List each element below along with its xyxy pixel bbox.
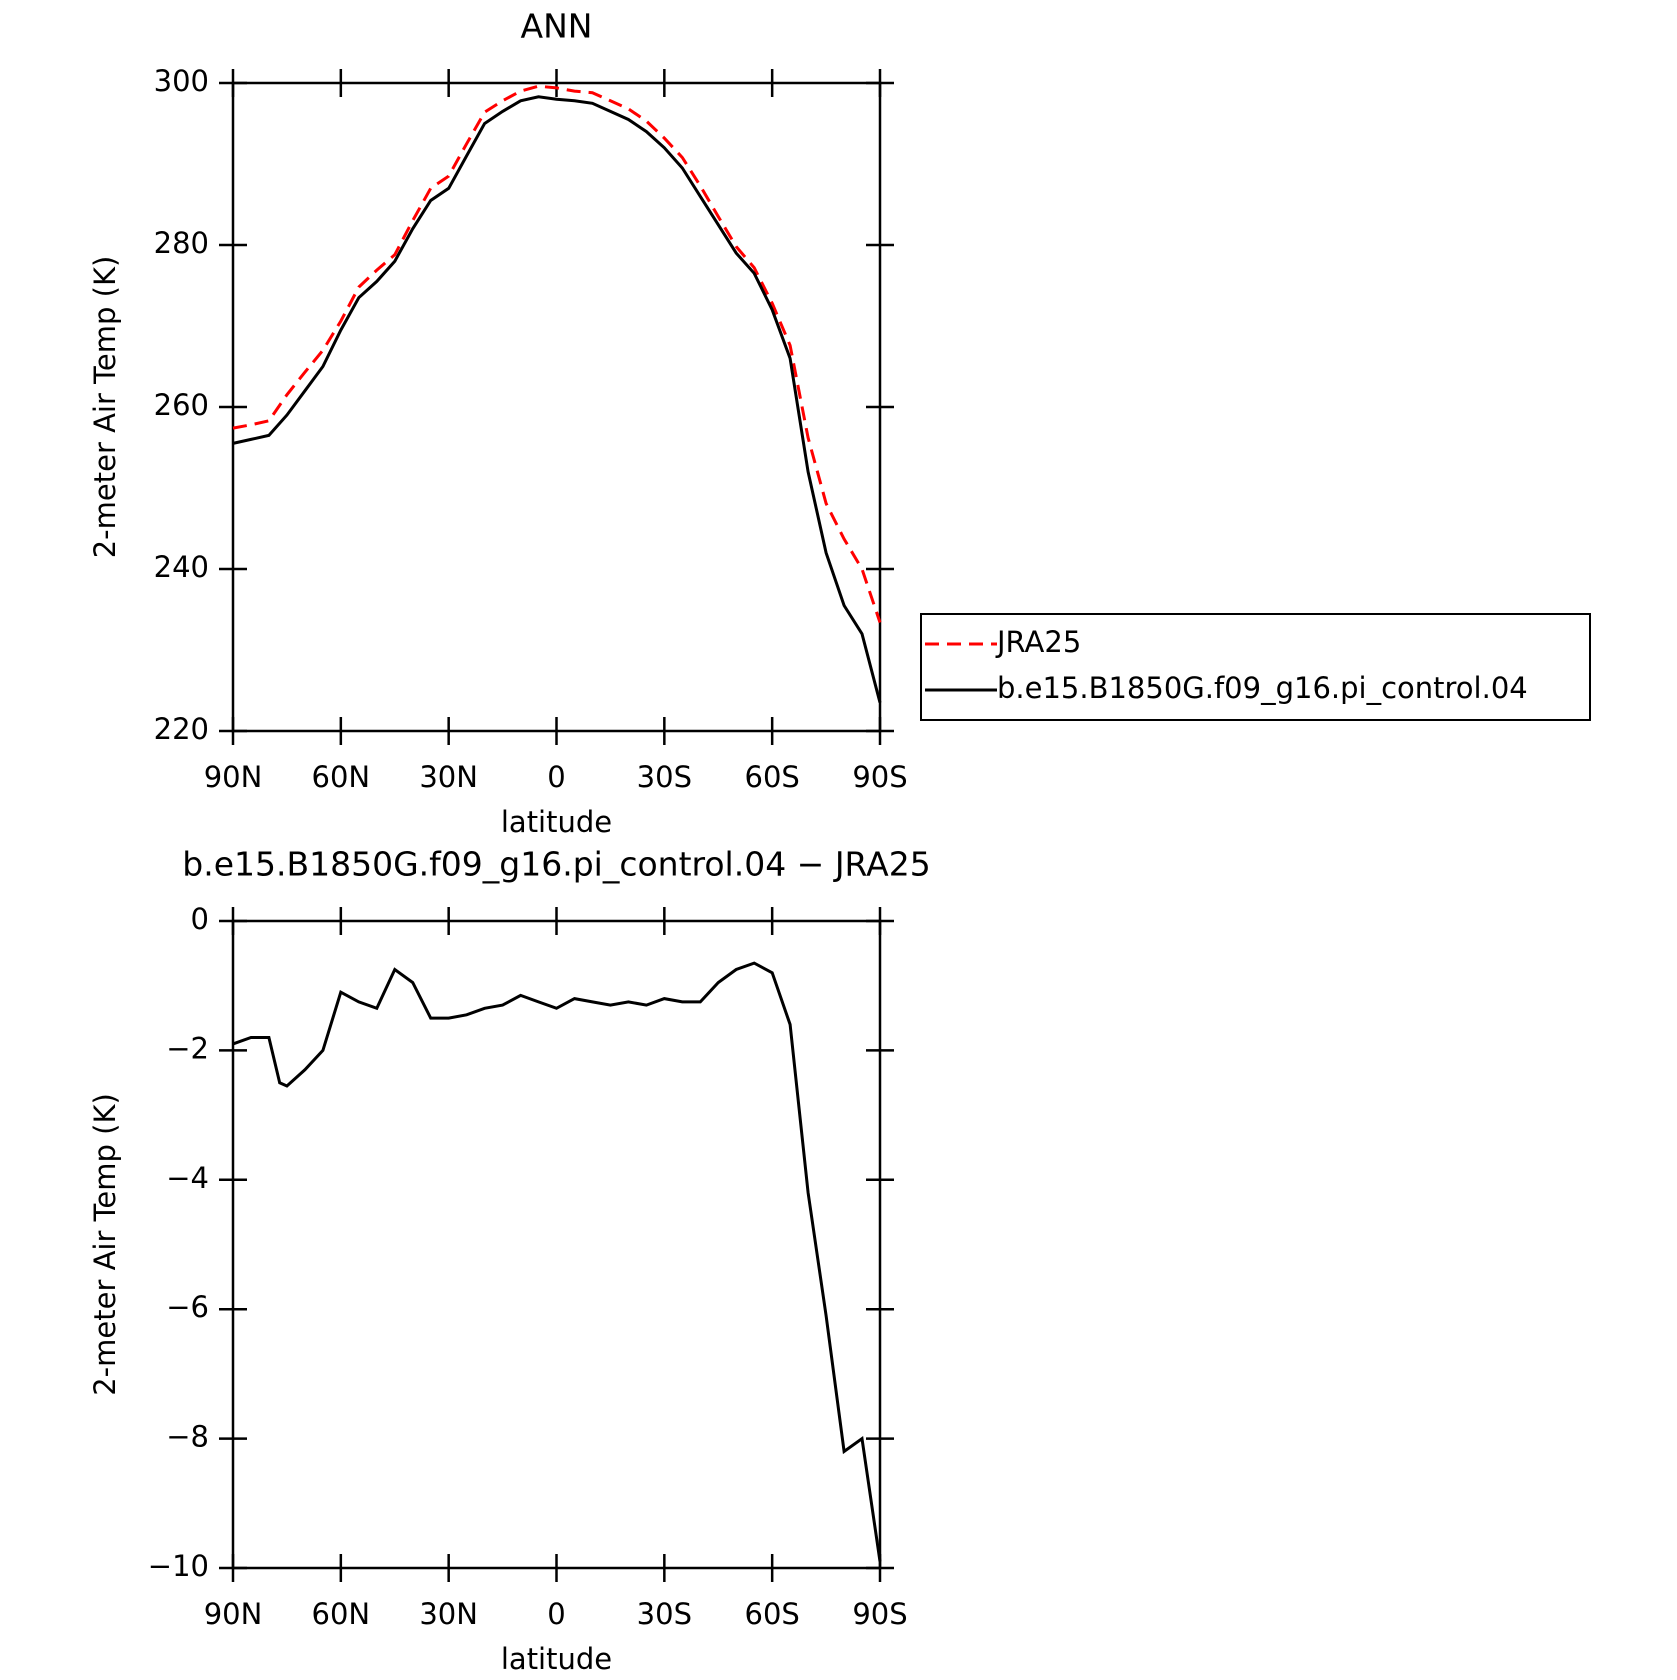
- x-tick-label: 30N: [419, 760, 478, 794]
- y-tick-label: 0: [191, 902, 209, 936]
- x-tick-label: 90S: [852, 760, 907, 794]
- y-tick-label: 280: [154, 226, 209, 260]
- y-tick-label: −10: [148, 1549, 209, 1583]
- x-tick-label: 90S: [852, 1597, 907, 1631]
- chart-title: ANN: [521, 7, 593, 46]
- x-tick-label: 90N: [204, 760, 263, 794]
- y-tick-label: −2: [166, 1031, 209, 1065]
- y-tick-label: −4: [166, 1161, 209, 1195]
- y-tick-label: 220: [154, 712, 209, 746]
- chart-title: b.e15.B1850G.f09_g16.pi_control.04 − JRA…: [182, 845, 930, 884]
- legend-label: JRA25: [995, 625, 1081, 659]
- x-tick-label: 0: [547, 760, 565, 794]
- legend-box: [920, 613, 1591, 721]
- series-line: [232, 84, 882, 623]
- x-axis-label: latitude: [501, 805, 612, 839]
- y-tick-label: 240: [154, 550, 209, 584]
- x-tick-label: 30N: [419, 1597, 478, 1631]
- x-tick-label: 60S: [745, 1597, 800, 1631]
- plot-frame: [231, 81, 882, 733]
- plot-frame: [231, 919, 882, 1570]
- y-tick-label: 260: [154, 388, 209, 422]
- x-tick-label: 30S: [637, 1597, 692, 1631]
- y-tick-label: −8: [166, 1420, 209, 1454]
- y-axis-label: 2-meter Air Temp (K): [88, 256, 122, 559]
- x-tick-label: 60N: [312, 760, 371, 794]
- legend-label: b.e15.B1850G.f09_g16.pi_control.04: [997, 671, 1528, 705]
- y-tick-label: 300: [154, 64, 209, 98]
- series-line: [232, 961, 882, 1562]
- x-axis-label: latitude: [501, 1642, 612, 1676]
- x-tick-label: 60N: [312, 1597, 371, 1631]
- x-tick-label: 0: [547, 1597, 565, 1631]
- series-line: [232, 95, 882, 703]
- y-axis-label: 2-meter Air Temp (K): [88, 1093, 122, 1396]
- x-tick-label: 60S: [745, 760, 800, 794]
- x-tick-label: 30S: [637, 760, 692, 794]
- x-tick-label: 90N: [204, 1597, 263, 1631]
- y-tick-label: −6: [166, 1290, 209, 1324]
